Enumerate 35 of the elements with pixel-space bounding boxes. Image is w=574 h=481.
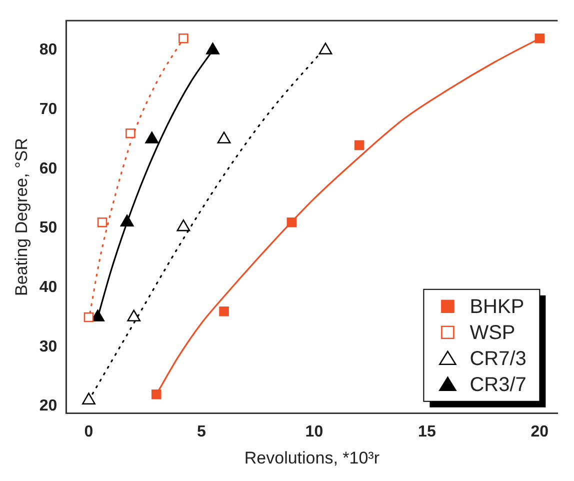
point <box>206 42 220 54</box>
x-axis-title: Revolutions, *10³r <box>244 448 380 468</box>
point <box>126 128 136 138</box>
point <box>145 132 159 144</box>
y-tick-label: 30 <box>39 338 58 356</box>
point <box>217 132 231 144</box>
point <box>534 34 545 44</box>
y-tick-label: 60 <box>39 160 58 178</box>
x-tick-label: 20 <box>530 423 549 440</box>
point <box>318 42 332 54</box>
point <box>127 310 141 322</box>
x-tick-label: 0 <box>84 423 94 440</box>
point <box>219 306 229 316</box>
point <box>84 312 94 322</box>
point <box>97 217 108 228</box>
y-tick-label: 50 <box>39 220 58 237</box>
point <box>176 219 190 232</box>
legend-label: CR7/3 <box>470 348 526 370</box>
point <box>178 34 188 44</box>
point <box>82 392 96 404</box>
x-tick-label: 15 <box>418 423 436 440</box>
y-tick-label: 70 <box>39 101 58 118</box>
point <box>120 214 134 226</box>
point <box>354 140 364 150</box>
y-tick-label: 20 <box>39 398 58 415</box>
legend-label: WSP <box>470 322 516 344</box>
x-tick-label: 10 <box>305 423 324 440</box>
point <box>286 217 297 228</box>
y-tick-label: 80 <box>39 42 58 59</box>
y-axis-title: Beating Degree, °SR <box>12 138 31 296</box>
x-tick-label: 5 <box>197 423 206 440</box>
point <box>151 390 162 400</box>
legend-label: CR3/7 <box>470 374 526 396</box>
y-tick-label: 40 <box>39 279 58 296</box>
legend-label: BHKP <box>470 296 524 318</box>
